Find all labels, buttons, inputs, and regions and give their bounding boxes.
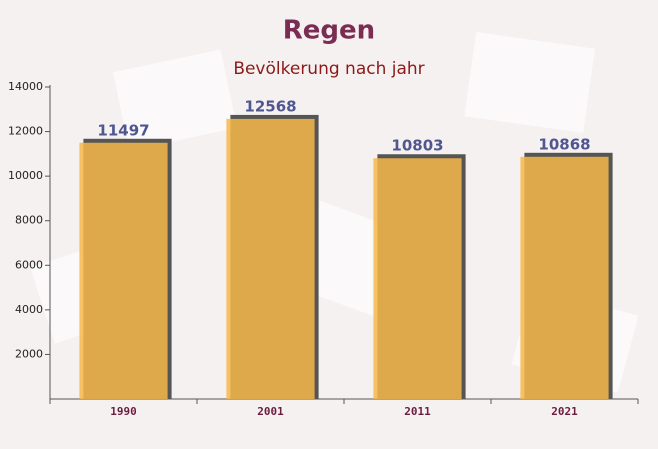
chart-title: Regen bbox=[283, 16, 375, 46]
y-tick-label: 4000 bbox=[15, 303, 43, 316]
bar bbox=[226, 118, 315, 399]
value-label: 11497 bbox=[97, 121, 149, 139]
y-tick-label: 12000 bbox=[8, 125, 43, 138]
bar bbox=[79, 142, 168, 400]
y-tick-label: 14000 bbox=[8, 80, 43, 93]
bar bbox=[520, 156, 609, 399]
bar bbox=[373, 158, 462, 399]
y-tick-label: 2000 bbox=[15, 347, 43, 360]
value-label: 12568 bbox=[244, 97, 296, 115]
x-tick-label: 2011 bbox=[404, 405, 431, 418]
value-label: 10803 bbox=[391, 137, 443, 155]
x-tick-label: 2001 bbox=[257, 405, 284, 418]
y-tick-label: 10000 bbox=[8, 169, 43, 182]
chart-subtitle: Bevölkerung nach jahr bbox=[233, 59, 424, 79]
x-tick-label: 2021 bbox=[551, 405, 578, 418]
y-tick-label: 6000 bbox=[15, 258, 43, 271]
x-tick-label: 1990 bbox=[110, 405, 137, 418]
y-tick-label: 8000 bbox=[15, 214, 43, 227]
value-label: 10868 bbox=[538, 135, 590, 153]
